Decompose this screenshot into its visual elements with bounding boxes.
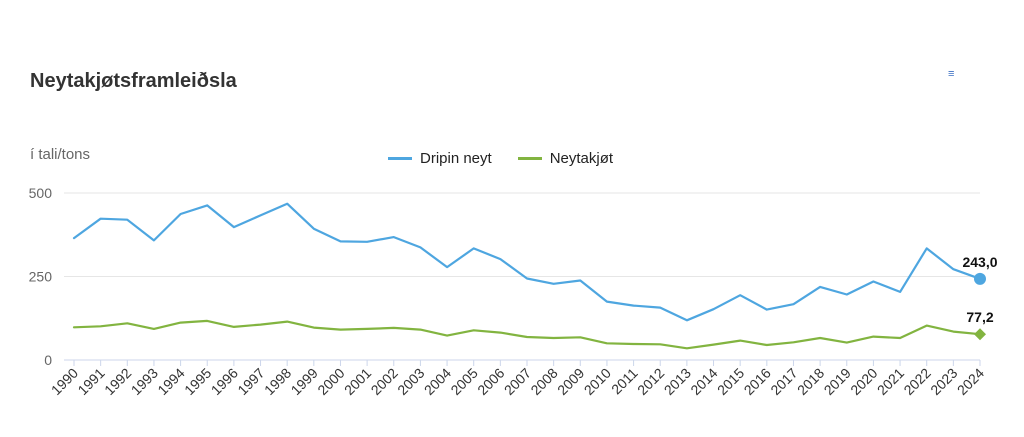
x-tick-label: 2002 xyxy=(368,365,401,398)
x-tick-label: 2015 xyxy=(714,365,747,398)
x-tick-label: 2017 xyxy=(767,365,800,398)
x-tick-label: 1995 xyxy=(181,365,214,398)
x-tick-label: 2006 xyxy=(474,365,507,398)
hamburger-menu-icon[interactable]: ≡ xyxy=(948,68,955,80)
chart-title: Neytakjøtsframleiðsla xyxy=(30,70,237,92)
legend-label: Dripin neyt xyxy=(420,150,492,167)
x-tick-label: 2008 xyxy=(527,365,560,398)
legend-label: Neytakjøt xyxy=(549,150,614,167)
legend-item-neytakjot[interactable]: Neytakjøt xyxy=(517,150,614,167)
legend-swatch-blue xyxy=(388,157,412,160)
x-tick-label: 2001 xyxy=(341,365,374,398)
x-tick-label: 2012 xyxy=(634,365,667,398)
x-tick-label: 1990 xyxy=(48,365,81,398)
x-tick-label: 2016 xyxy=(741,365,774,398)
x-tick-label: 1998 xyxy=(261,365,294,398)
x-tick-label: 1992 xyxy=(101,365,134,398)
x-tick-label: 1999 xyxy=(288,365,321,398)
series-line-2 xyxy=(72,319,982,350)
legend-swatch-green xyxy=(517,157,542,160)
legend-item-dripin-neyt[interactable]: Dripin neyt xyxy=(388,150,492,167)
x-tick-label: 2010 xyxy=(581,365,614,398)
x-tick-label: 2013 xyxy=(661,365,694,398)
x-tick-label: 2000 xyxy=(314,365,347,398)
x-tick-label: 2019 xyxy=(821,365,854,398)
chart-legend: Dripin neyt Neytakjøt xyxy=(388,150,613,167)
x-tick-label: 2014 xyxy=(687,365,720,398)
x-tick-label: 2021 xyxy=(874,365,907,398)
x-tick-label: 2018 xyxy=(794,365,827,398)
x-tick-label: 2011 xyxy=(608,365,641,398)
end-point-marker xyxy=(974,328,986,341)
data-label: 243,0 xyxy=(962,254,997,270)
x-tick-label: 2020 xyxy=(847,365,880,398)
x-tick-label: 1994 xyxy=(154,365,187,398)
data-label: 77,2 xyxy=(966,309,993,325)
x-tick-label: 1991 xyxy=(74,365,107,398)
x-tick-label: 2005 xyxy=(447,365,480,398)
x-tick-label: 1993 xyxy=(128,365,161,398)
x-tick-label: 2004 xyxy=(421,365,454,398)
y-tick-label: 500 xyxy=(29,185,53,201)
y-axis-unit-label: í tali/tons xyxy=(30,146,91,163)
x-tick-label: 2023 xyxy=(927,365,960,398)
y-tick-label: 0 xyxy=(44,352,52,368)
series-line-1 xyxy=(72,202,982,322)
x-tick-label: 1996 xyxy=(208,365,241,398)
end-point-marker xyxy=(974,272,986,285)
x-tick-label: 2024 xyxy=(954,365,987,398)
x-tick-label: 1997 xyxy=(234,365,267,398)
x-tick-label: 2007 xyxy=(501,365,534,398)
x-tick-label: 2022 xyxy=(900,365,933,398)
x-tick-label: 2003 xyxy=(394,365,427,398)
x-tick-label: 2009 xyxy=(554,365,587,398)
y-tick-label: 250 xyxy=(29,269,53,285)
